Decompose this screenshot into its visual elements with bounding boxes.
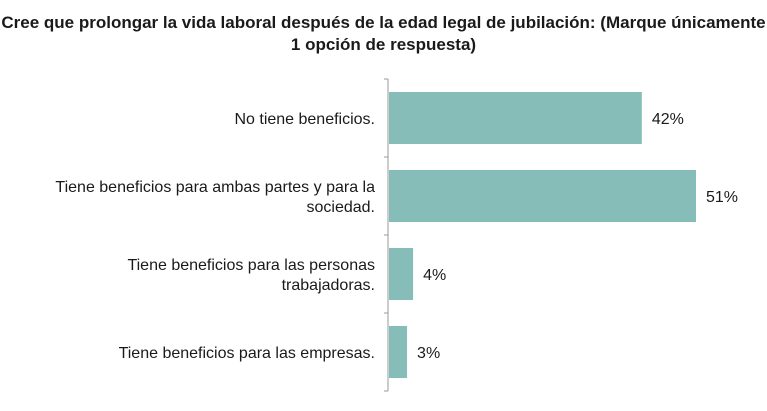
category-label: trabajadoras. (282, 277, 375, 294)
bar (389, 326, 408, 378)
chart-title: Cree que prolongar la vida laboral despu… (1, 13, 766, 54)
bar (389, 92, 642, 144)
bar (389, 248, 414, 300)
category-label: No tiene beneficios. (234, 111, 375, 128)
category-label: Tiene beneficios para las empresas. (119, 345, 375, 362)
bar (389, 170, 696, 222)
data-label: 3% (417, 345, 440, 362)
category-label: Tiene beneficios para las personas (127, 257, 375, 274)
category-label: sociedad. (307, 199, 376, 216)
data-label: 42% (652, 111, 684, 128)
data-label: 4% (423, 267, 446, 284)
data-label: 51% (706, 189, 738, 206)
category-label: Tiene beneficios para ambas partes y par… (55, 179, 375, 196)
